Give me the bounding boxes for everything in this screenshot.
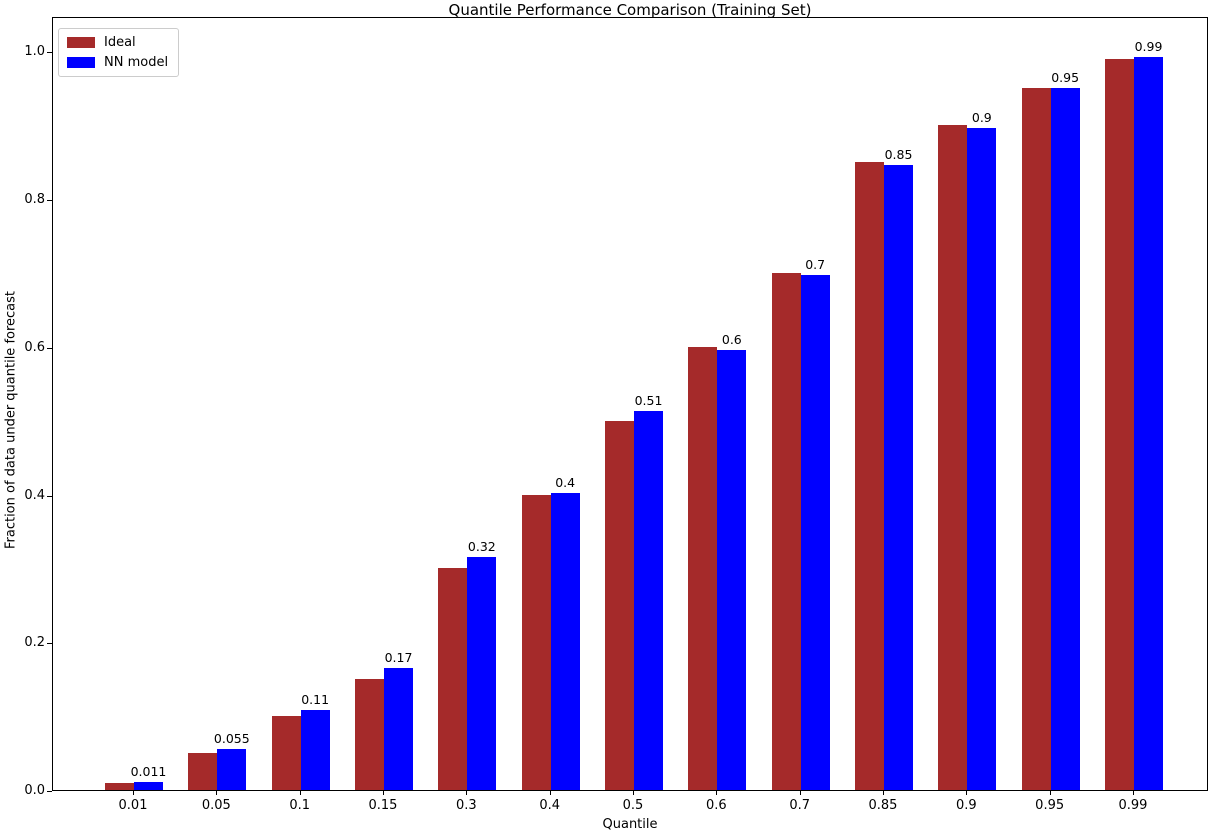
bar-value-label-0.7: 0.7 (805, 256, 826, 272)
y-axis-label: Fraction of data under quantile forecast (3, 290, 19, 550)
x-tick-mark (1049, 791, 1051, 795)
x-tick-label: 0.01 (118, 798, 148, 813)
x-tick-mark (549, 791, 551, 795)
legend-label-nn-model: NN model (104, 55, 169, 70)
bar-value-label-0.4: 0.4 (555, 475, 576, 491)
legend: Ideal NN model (58, 28, 180, 77)
legend-item-nn-model: NN model (67, 55, 168, 70)
x-tick-mark (466, 791, 468, 795)
plot-area: 0.011 0.055 0.11 0.17 0.32 0.4 0.51 0.6 0.7 0.85 0… (52, 17, 1208, 791)
x-tick-label: 0.85 (868, 798, 898, 813)
bar-ideal-0.7 (771, 273, 801, 790)
bar-ideal-0.9 (938, 125, 968, 790)
bar-value-label-0.05: 0.055 (213, 731, 250, 747)
bar-nn-model-0.01 (134, 781, 163, 790)
bar-nn-model-0.6 (717, 349, 747, 790)
bar-value-label-0.5: 0.51 (634, 393, 663, 409)
bar-nn-model-0.99 (1133, 57, 1163, 790)
bar-nn-model-0.95 (1050, 87, 1080, 790)
bar-nn-model-0.5 (633, 411, 663, 790)
chart-title: Quantile Performance Comparison (Trainin… (448, 1, 812, 19)
x-tick-label: 0.4 (539, 798, 560, 813)
y-tick-mark (47, 52, 52, 54)
y-tick-label: 0.0 (24, 783, 45, 798)
y-tick-label: 0.6 (24, 339, 45, 355)
legend-swatch-nn-model (67, 57, 95, 68)
x-tick-mark (966, 791, 968, 795)
x-tick-mark (133, 791, 134, 795)
x-tick-label: 0.1 (289, 798, 310, 813)
x-tick-mark (382, 791, 384, 795)
bar-value-label-0.95: 0.95 (1051, 69, 1080, 85)
y-tick-mark (47, 495, 52, 497)
x-tick-label: 0.7 (789, 798, 810, 813)
legend-item-ideal: Ideal (67, 35, 168, 50)
x-tick-label: 0.15 (368, 798, 398, 813)
bar-value-label-0.85: 0.85 (884, 147, 913, 163)
bar-nn-model-0.4 (550, 493, 580, 790)
legend-label-ideal: Ideal (104, 35, 136, 50)
y-tick-mark (47, 791, 52, 792)
bar-value-label-0.9: 0.9 (971, 109, 992, 125)
bar-nn-model-0.3 (467, 557, 497, 790)
y-tick-label: 0.4 (24, 487, 45, 503)
bar-ideal-0.95 (1021, 88, 1051, 790)
bar-value-label-0.6: 0.6 (721, 331, 742, 347)
y-tick-label: 0.8 (24, 192, 45, 208)
bar-value-label-0.1: 0.11 (301, 692, 330, 708)
bar-ideal-0.05 (188, 753, 218, 790)
bar-nn-model-0.15 (383, 668, 413, 790)
legend-swatch-ideal (67, 37, 95, 48)
x-tick-label: 0.95 (1035, 798, 1065, 813)
x-tick-label: 0.99 (1118, 798, 1148, 813)
bar-ideal-0.5 (604, 420, 634, 790)
bar-ideal-0.1 (271, 716, 301, 790)
bar-nn-model-0.7 (800, 274, 830, 790)
x-tick-mark (1132, 791, 1134, 795)
x-tick-label: 0.3 (455, 798, 477, 813)
x-tick-label: 0.05 (201, 798, 231, 813)
x-tick-mark (882, 791, 884, 795)
x-tick-mark (299, 791, 301, 795)
x-tick-mark (216, 791, 218, 795)
bar-value-label-0.3: 0.32 (467, 539, 496, 555)
bar-value-label-0.15: 0.17 (384, 650, 413, 666)
bar-ideal-0.01 (105, 782, 134, 790)
bar-nn-model-0.85 (883, 165, 913, 790)
bar-ideal-0.85 (854, 162, 884, 790)
bar-nn-model-0.9 (967, 127, 997, 790)
x-tick-label: 0.5 (622, 798, 644, 813)
x-tick-mark (632, 791, 634, 795)
bar-nn-model-0.1 (300, 710, 330, 790)
x-tick-mark (716, 791, 718, 795)
y-tick-label: 1.0 (24, 44, 45, 60)
bar-nn-model-0.05 (217, 749, 247, 790)
y-tick-mark (47, 347, 52, 349)
x-tick-label: 0.9 (955, 798, 977, 813)
bar-ideal-0.99 (1104, 58, 1134, 790)
x-tick-mark (799, 791, 801, 795)
y-tick-mark (47, 643, 52, 645)
x-tick-label: 0.6 (705, 798, 727, 813)
bar-ideal-0.3 (438, 568, 468, 790)
bar-ideal-0.15 (354, 679, 384, 790)
bar-value-label-0.99: 0.99 (1134, 39, 1163, 55)
bar-value-label-0.01: 0.011 (130, 763, 167, 779)
y-tick-mark (47, 200, 52, 202)
y-tick-label: 0.2 (24, 635, 45, 651)
bar-ideal-0.6 (688, 346, 718, 790)
bar-ideal-0.4 (521, 494, 551, 790)
x-axis-label: Quantile (602, 817, 658, 832)
